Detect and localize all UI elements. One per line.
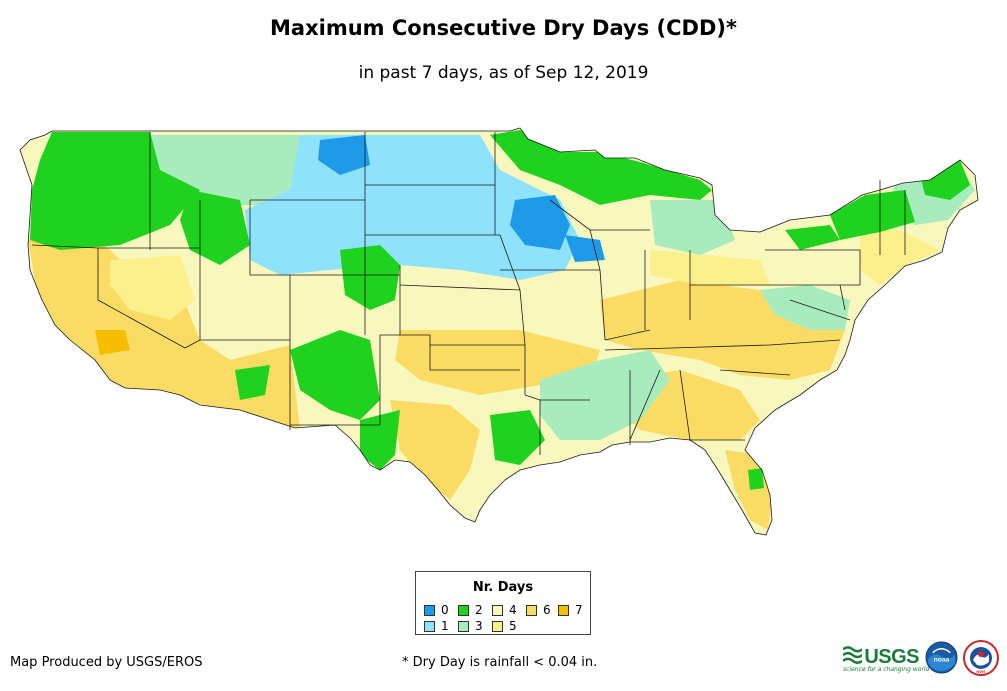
cdd-zone-5-nevada [110,255,195,320]
cdd-zone-2-florida-spot [748,468,764,490]
noaa-text: noaa [934,656,950,663]
cdd-zone-3-appalachia [760,285,850,330]
legend-label-7: 7 [575,603,583,617]
cdd-zone-0-minnesota [510,195,570,250]
legend-label-6: 6 [543,603,551,617]
noaa-logo: noaa [925,641,958,674]
legend-item-4: 4 [492,603,517,617]
cdd-zone-3-mississippi [540,350,670,440]
cdd-zone-2-northwest [30,132,200,250]
usgs-wordmark: USGS [864,645,919,668]
cdd-zone-0-dakota [318,135,370,175]
cdd-zone-2-idaho [180,190,250,265]
cdd-zone-2-maine [920,160,970,200]
cdd-fill-layer [20,128,978,535]
legend-swatch-1 [424,620,435,632]
footnote-text: * Dry Day is rainfall < 0.04 in. [402,655,598,670]
legend-item-0: 0 [424,603,449,617]
nws-logo: NWS [963,640,999,676]
state-borders [19,127,979,536]
legend-item-6: 6 [526,603,551,617]
legend-swatch-7 [558,604,569,616]
legend-label-5: 5 [509,619,517,633]
legend-label-2: 2 [475,603,483,617]
legend-swatch-6 [526,604,537,616]
cdd-zone-0-wisconsin [565,235,605,262]
cdd-zone-2-new-england [830,190,915,240]
legend-label-1: 1 [441,619,449,633]
legend-item-5: 5 [492,619,517,633]
legend-label-0: 0 [441,603,449,617]
cdd-zone-3-michigan [650,200,735,255]
cdd-zone-7-california [95,330,130,355]
legend-swatch-3 [458,620,469,632]
cdd-zone-2-great-lakes [490,130,712,205]
legend-title: Nr. Days [472,580,534,595]
legend-swatch-2 [458,604,469,616]
cdd-zone-2-texas-east [490,410,545,465]
map-title: Maximum Consecutive Dry Days (CDD)* [270,16,737,40]
legend-item-3: 3 [458,619,483,633]
map-subtitle: in past 7 days, as of Sep 12, 2019 [358,63,649,83]
usgs-waves-icon [843,646,863,664]
cdd-zone-2-arizona [235,365,270,400]
legend-label-4: 4 [509,603,517,617]
cdd-zone-5-ohio [650,250,770,285]
legend-item-2: 2 [458,603,483,617]
cdd-zone-6-west [28,240,300,430]
usgs-logo: USGS science for a changing world [843,642,929,673]
credit-text: Map Produced by USGS/EROS [10,655,203,670]
nws-text: NWS [976,669,986,674]
usgs-tagline: science for a changing world [843,666,930,673]
cdd-zone-6-texas [390,400,480,500]
legend-swatch-0 [424,604,435,616]
legend-label-3: 3 [475,619,483,633]
legend: Nr. Days 0 1 2 3 4 5 6 7 [415,571,591,635]
legend-swatch-5 [492,620,503,632]
cdd-zone-2-new-mexico [290,330,380,420]
cdd-zone-2-northeast-edge [785,225,840,250]
legend-swatch-4 [492,604,503,616]
legend-item-1: 1 [424,619,449,633]
cdd-zone-1-plains [245,135,580,280]
legend-item-7: 7 [558,603,583,617]
cdd-zone-2-colorado [340,245,400,310]
